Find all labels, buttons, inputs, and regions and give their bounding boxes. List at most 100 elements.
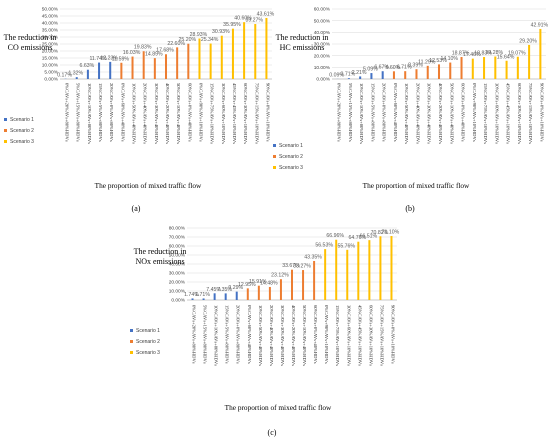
panel-label: (c) [268, 428, 277, 437]
data-label: 33.27% [293, 264, 311, 270]
bar [460, 56, 463, 79]
data-label: 19.28% [486, 50, 504, 56]
legend-label: Scenario 2 [136, 339, 160, 345]
category-label: 90%CAVs+0%AVs+10%HDVs [390, 305, 395, 364]
bar [390, 236, 393, 300]
data-label: 0.09% [329, 72, 344, 78]
y-tick-label: 50.00% [42, 7, 59, 13]
data-label: 66.51% [360, 234, 378, 240]
legend-label: Scenario 1 [10, 117, 34, 123]
y-tick-label: 50.00% [314, 18, 331, 24]
category-label: 30%CAVs+30%AVs+40%HDVs [154, 83, 159, 144]
category-label: 0%CAVs+20%AVs+80%HDVs [65, 83, 70, 142]
bar [528, 44, 531, 79]
category-label: 45%CAVs+45%AVs+10%HDVs [506, 83, 511, 144]
category-label: 0%CAVs+60%AVs+40%HDVs [247, 305, 252, 364]
data-label: 1.71% [195, 292, 210, 298]
data-label: 17.68% [156, 48, 174, 54]
data-label: 39.27% [245, 18, 263, 24]
legend-swatch [130, 340, 133, 343]
y-tick-label: 20.00% [42, 49, 59, 55]
legend-swatch [130, 329, 133, 332]
data-label: 8.39% [408, 63, 423, 69]
data-label: 28.93% [190, 32, 208, 38]
category-label: 0%CAVs+90%AVs+10%HDVs [324, 305, 329, 364]
data-label: 25.34% [201, 37, 219, 43]
data-label: 29.20% [519, 38, 537, 44]
y-tick-label: 30.00% [314, 42, 331, 48]
category-label: 30%CAVs+60%AVs+10%HDVs [221, 83, 226, 144]
bar [539, 28, 542, 80]
y-tick-label: 20.00% [169, 280, 186, 286]
category-label: 0%CAVs+60%AVs+40%HDVs [393, 83, 398, 142]
legend-label: Scenario 1 [279, 143, 303, 149]
category-label: 5%CAVs+15%AVs+80%HDVs [76, 83, 81, 142]
bar [494, 56, 497, 79]
category-label: 60%CAVs+0%AVs+40%HDVs [187, 83, 192, 142]
data-label: 16.03% [123, 50, 141, 56]
y-tick-label: 20.00% [314, 53, 331, 59]
category-label: 50%CAVs+10%AVs+40%HDVs [176, 83, 181, 144]
bar [191, 298, 194, 300]
data-label: 12.23% [100, 55, 118, 61]
bar [235, 291, 238, 300]
data-label: 70.82% [371, 230, 389, 236]
y-tick-label: 30.00% [169, 271, 186, 277]
category-label: 0%CAVs+90%AVs+10%HDVs [198, 83, 203, 142]
bar [220, 35, 223, 79]
category-label: 75%CAVs+15%AVs+10%HDVs [254, 83, 259, 144]
data-label: 11.59% [112, 56, 130, 62]
bar [426, 65, 429, 79]
data-label: 14.89% [145, 52, 163, 58]
legend-label: Scenario 3 [136, 350, 160, 356]
y-tick-label: 60.00% [314, 7, 331, 13]
bar [254, 24, 257, 79]
bar [153, 58, 156, 79]
data-label: 35.95% [223, 22, 241, 28]
legend-swatch [273, 155, 276, 158]
data-label: 64.76% [349, 235, 367, 241]
y-tick-label: 10.00% [169, 289, 186, 295]
bar [265, 17, 268, 79]
category-label: 10%CAVs+10%AVs+80%HDVs [87, 83, 92, 144]
data-label: 6.67% [374, 65, 389, 71]
category-label: 15%CAVs+75%AVs+10%HDVs [210, 83, 215, 144]
bar [98, 62, 101, 79]
category-label: 40%CAVs+20%AVs+40%HDVs [438, 83, 443, 144]
data-label: 30.93% [212, 29, 230, 35]
legend-label: Scenario 2 [279, 154, 303, 160]
data-label: 18.83% [474, 51, 492, 57]
y-tick-label: 40.00% [169, 262, 186, 268]
category-label: 5%CAVs+15%AVs+80%HDVs [348, 83, 353, 142]
category-label: 30%CAVs+30%AVs+40%HDVs [280, 305, 285, 366]
bar [449, 62, 452, 79]
data-label: 56.53% [315, 243, 333, 249]
data-label: 14.10% [440, 56, 458, 62]
bar [379, 236, 382, 300]
data-label: 2.21% [352, 70, 367, 76]
legend-label: Scenario 3 [279, 165, 303, 171]
bar [471, 58, 474, 79]
bar [231, 28, 234, 80]
category-label: 15%CAVs+5%AVs+80%HDVs [225, 305, 230, 364]
bar [368, 240, 371, 300]
category-label: 0%CAVs+60%AVs+40%HDVs [120, 83, 125, 142]
category-label: 30%CAVs+60%AVs+10%HDVs [346, 305, 351, 366]
category-label: 15%CAVs+5%AVs+80%HDVs [98, 83, 103, 142]
y-axis-title-line: NOx emissions [135, 257, 184, 266]
panel-label: (a) [132, 204, 141, 213]
data-label: 15.91% [249, 279, 267, 285]
data-label: 17.46% [463, 52, 481, 58]
bar [164, 54, 168, 79]
bar [202, 298, 205, 300]
data-label: 40.60% [234, 16, 252, 22]
bar [279, 279, 282, 300]
data-label: 1.74% [184, 292, 199, 298]
category-label: 0%CAVs+90%AVs+10%HDVs [472, 83, 477, 142]
y-axis-title-line: CO emissions [8, 43, 53, 52]
data-label: 0.71% [341, 72, 356, 78]
legend-label: Scenario 3 [10, 139, 34, 145]
data-label: 33.67% [282, 263, 300, 269]
bar [213, 293, 216, 300]
y-tick-label: 15.00% [42, 56, 59, 62]
